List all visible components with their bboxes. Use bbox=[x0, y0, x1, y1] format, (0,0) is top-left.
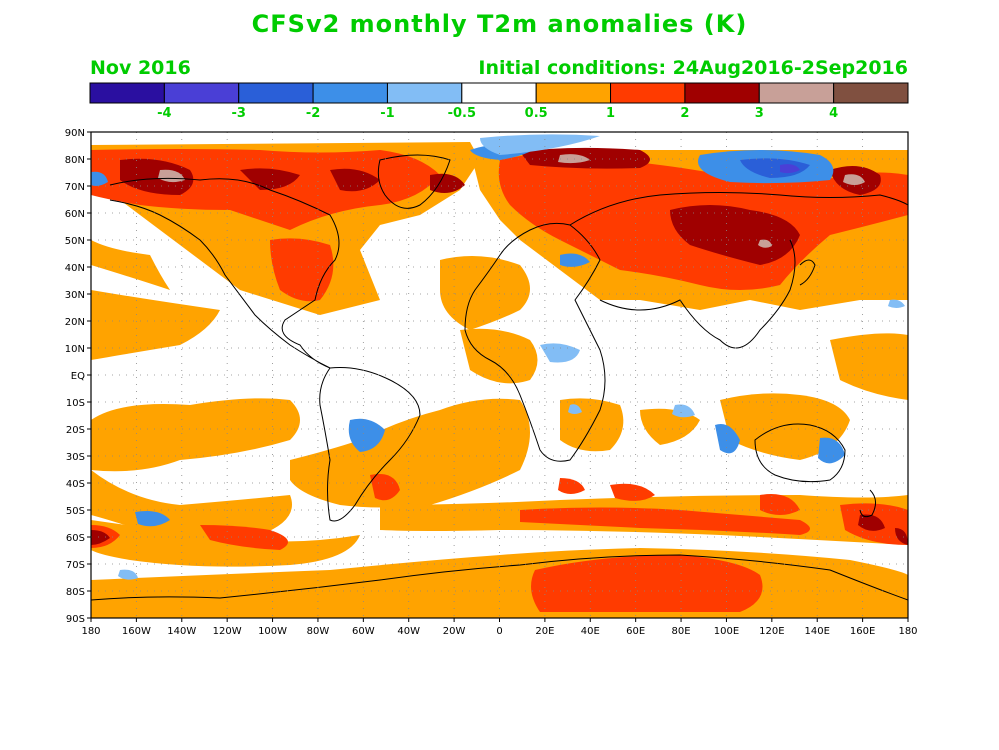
lat-label: 90N bbox=[65, 128, 85, 139]
lat-label: 10S bbox=[66, 398, 85, 409]
lat-label: 40S bbox=[66, 479, 85, 490]
lon-label: 140W bbox=[167, 626, 196, 637]
lat-label: 50S bbox=[66, 506, 85, 517]
lon-label: 60W bbox=[352, 626, 375, 637]
colorbar-segment bbox=[238, 82, 314, 104]
colorbar-segment bbox=[535, 82, 612, 104]
colorbar-label: 0.5 bbox=[525, 106, 548, 121]
colorbar-segment bbox=[610, 82, 686, 104]
lat-label: 30N bbox=[65, 290, 85, 301]
lon-label: 60E bbox=[626, 626, 645, 637]
colorbar-segment bbox=[461, 82, 537, 104]
lon-label: 20E bbox=[535, 626, 554, 637]
axis-ticks bbox=[87, 131, 909, 622]
colorbar-segment bbox=[312, 82, 388, 104]
colorbar-segment bbox=[684, 82, 760, 104]
lon-label: 160E bbox=[850, 626, 875, 637]
lat-label: EQ bbox=[71, 371, 85, 382]
colorbar-labels: -4 -3 -2 -1 -0.5 0.5 1 2 3 4 bbox=[157, 106, 838, 121]
colorbar-segment bbox=[758, 82, 835, 104]
colorbar-label: 1 bbox=[606, 106, 615, 121]
lon-label: 80W bbox=[307, 626, 330, 637]
lon-label: 80E bbox=[672, 626, 691, 637]
colorbar-label: -2 bbox=[306, 106, 320, 121]
valid-month-label: Nov 2016 bbox=[90, 57, 191, 79]
colorbar-label: -0.5 bbox=[448, 106, 476, 121]
anomaly-lightblue bbox=[118, 134, 905, 580]
lon-label: 40W bbox=[397, 626, 420, 637]
lon-label: 0 bbox=[496, 626, 502, 637]
lat-label: 20S bbox=[66, 425, 85, 436]
lon-label: 100W bbox=[258, 626, 287, 637]
lat-label: 60N bbox=[65, 209, 85, 220]
lat-label: 80N bbox=[65, 155, 85, 166]
lat-label: 60S bbox=[66, 533, 85, 544]
lat-label: 30S bbox=[66, 452, 85, 463]
colorbar-segment bbox=[386, 82, 463, 104]
lon-label: 120E bbox=[759, 626, 784, 637]
colorbar-segment bbox=[89, 82, 165, 104]
initial-conditions-label: Initial conditions: 24Aug2016-2Sep2016 bbox=[478, 57, 908, 79]
lat-label: 80S bbox=[66, 587, 85, 598]
lat-label: 70N bbox=[65, 182, 85, 193]
lon-label: 20W bbox=[443, 626, 466, 637]
lat-label: 10N bbox=[65, 344, 85, 355]
lat-label: 70S bbox=[66, 560, 85, 571]
chart-title: CFSv2 monthly T2m anomalies (K) bbox=[251, 10, 748, 38]
lat-label: 90S bbox=[66, 614, 85, 625]
anomaly-fields bbox=[91, 134, 908, 618]
lat-label: 20N bbox=[65, 317, 85, 328]
lon-label: 40E bbox=[581, 626, 600, 637]
lon-label: 120W bbox=[213, 626, 242, 637]
lon-label: 180 bbox=[81, 626, 100, 637]
colorbar-label: 4 bbox=[829, 106, 838, 121]
colorbar-label: -4 bbox=[157, 106, 171, 121]
anomaly-midblue bbox=[740, 158, 810, 178]
longitude-labels: 180 160W 140W 120W 100W 80W 60W 40W 20W 0 20E 40E 60… bbox=[81, 626, 917, 637]
anomaly-purple bbox=[780, 164, 800, 174]
colorbar-label: -3 bbox=[232, 106, 246, 121]
colorbar bbox=[89, 82, 909, 104]
lat-label: 50N bbox=[65, 236, 85, 247]
colorbar-segment bbox=[163, 82, 240, 104]
colorbar-label: 3 bbox=[755, 106, 764, 121]
lon-label: 180 bbox=[898, 626, 917, 637]
lat-label: 40N bbox=[65, 263, 85, 274]
colorbar-label: -1 bbox=[380, 106, 394, 121]
latitude-labels: 90N 80N 70N 60N 50N 40N 30N 20N 10N EQ 10S 20S 30S 40… bbox=[65, 128, 85, 625]
lon-label: 160W bbox=[122, 626, 151, 637]
lon-label: 100E bbox=[714, 626, 739, 637]
colorbar-label: 2 bbox=[680, 106, 689, 121]
colorbar-segment bbox=[833, 82, 909, 104]
lon-label: 140E bbox=[805, 626, 830, 637]
